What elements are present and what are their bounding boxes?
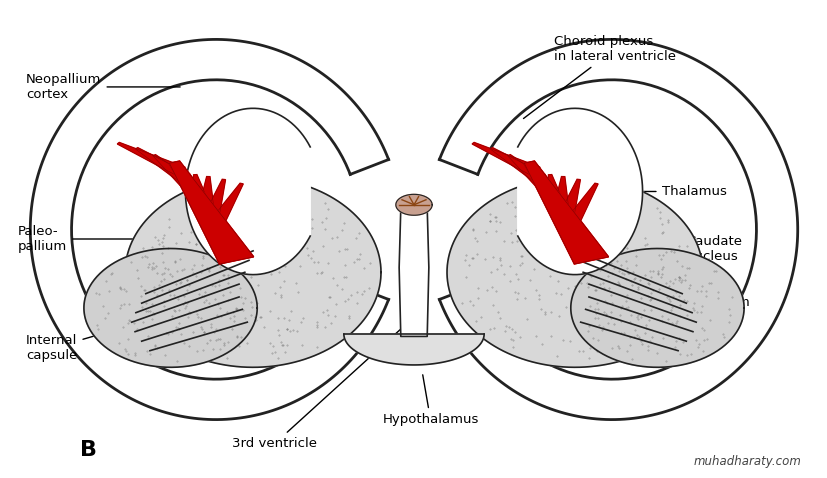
Text: Thalamus: Thalamus	[573, 185, 725, 198]
Polygon shape	[169, 163, 200, 194]
Text: 3rd ventricle: 3rd ventricle	[232, 326, 404, 450]
Polygon shape	[84, 249, 257, 367]
Text: Caudate
nucleus: Caudate nucleus	[598, 235, 742, 262]
Polygon shape	[517, 109, 642, 275]
Polygon shape	[471, 142, 539, 175]
Polygon shape	[343, 334, 484, 365]
Text: Neopallium
cortex: Neopallium cortex	[26, 73, 180, 101]
Polygon shape	[207, 183, 243, 228]
Polygon shape	[117, 142, 185, 175]
Polygon shape	[562, 183, 597, 228]
Polygon shape	[507, 155, 550, 187]
Polygon shape	[202, 179, 225, 220]
Polygon shape	[170, 161, 253, 264]
Polygon shape	[538, 173, 560, 200]
Polygon shape	[185, 109, 310, 275]
Polygon shape	[490, 148, 545, 181]
Polygon shape	[439, 39, 796, 420]
Text: Lentiform
nucleus: Lentiform nucleus	[630, 296, 749, 324]
Text: Internal
capsule: Internal capsule	[26, 311, 180, 362]
Text: muhadharaty.com: muhadharaty.com	[693, 455, 801, 468]
Text: B: B	[79, 440, 97, 460]
Polygon shape	[125, 177, 380, 367]
Polygon shape	[570, 249, 743, 367]
Polygon shape	[523, 161, 608, 264]
Text: Paleo-
pallium: Paleo- pallium	[18, 225, 180, 253]
Polygon shape	[523, 161, 608, 264]
Polygon shape	[170, 161, 253, 264]
Polygon shape	[552, 176, 568, 212]
Polygon shape	[557, 179, 580, 220]
Text: Hypothalamus: Hypothalamus	[382, 375, 478, 426]
Polygon shape	[31, 39, 388, 420]
Polygon shape	[194, 174, 210, 206]
Polygon shape	[447, 177, 702, 367]
Polygon shape	[183, 173, 205, 200]
Polygon shape	[198, 176, 214, 212]
Text: Choroid plexus
in lateral ventricle: Choroid plexus in lateral ventricle	[523, 35, 676, 119]
Polygon shape	[523, 163, 555, 194]
Polygon shape	[547, 174, 564, 206]
Polygon shape	[399, 208, 428, 337]
Polygon shape	[395, 195, 432, 215]
Polygon shape	[153, 155, 195, 187]
Polygon shape	[135, 148, 190, 181]
